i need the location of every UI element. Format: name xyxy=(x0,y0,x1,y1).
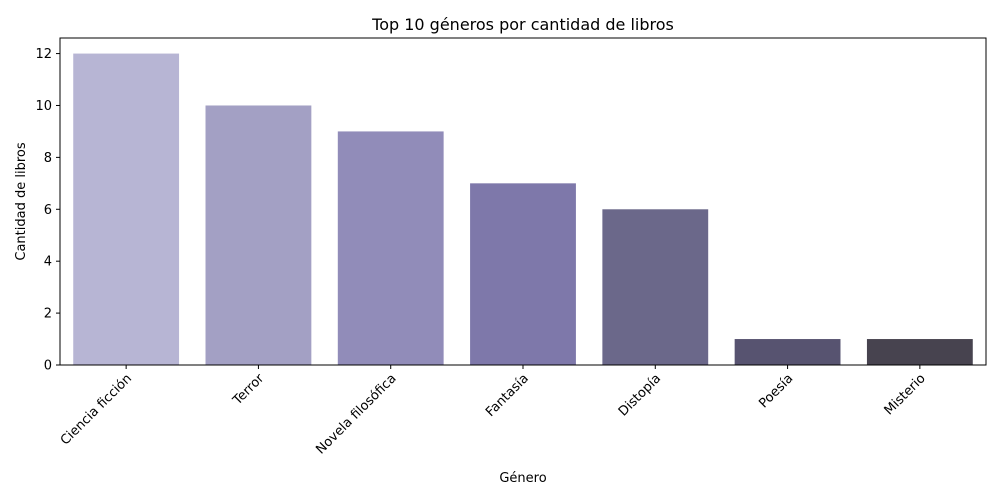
bars-layer xyxy=(73,53,973,365)
bar xyxy=(205,105,312,365)
y-axis-title: Cantidad de libros xyxy=(14,142,29,260)
bar xyxy=(866,339,973,365)
y-tick-label: 10 xyxy=(35,99,52,114)
bar xyxy=(337,131,444,365)
x-tick-label: Novela filosófica xyxy=(313,371,399,457)
y-tick-label: 6 xyxy=(44,203,52,218)
x-tick-label: Misterio xyxy=(882,371,929,418)
y-tick-label: 8 xyxy=(44,151,52,166)
x-tick-label: Terror xyxy=(230,371,268,409)
chart-title: Top 10 géneros por cantidad de libros xyxy=(371,15,674,34)
y-axis: 0 2 4 6 8 10 12 xyxy=(35,47,60,374)
x-axis: Ciencia ficción Terror Novela filosófica Fa… xyxy=(58,365,929,457)
x-tick-label: Ciencia ficción xyxy=(58,371,135,448)
bar xyxy=(734,339,841,365)
bar xyxy=(73,53,180,365)
bar xyxy=(470,183,576,365)
x-tick-label: Distopía xyxy=(616,371,664,419)
x-tick-label: Fantasía xyxy=(483,371,532,420)
y-tick-label: 4 xyxy=(44,255,52,270)
x-tick-label: Poesía xyxy=(756,371,796,411)
bar xyxy=(602,209,709,365)
y-tick-label: 2 xyxy=(44,307,52,322)
y-tick-label: 0 xyxy=(44,359,52,374)
x-axis-title: Género xyxy=(499,471,546,486)
y-tick-label: 12 xyxy=(35,47,52,62)
plot-frame xyxy=(59,37,987,366)
